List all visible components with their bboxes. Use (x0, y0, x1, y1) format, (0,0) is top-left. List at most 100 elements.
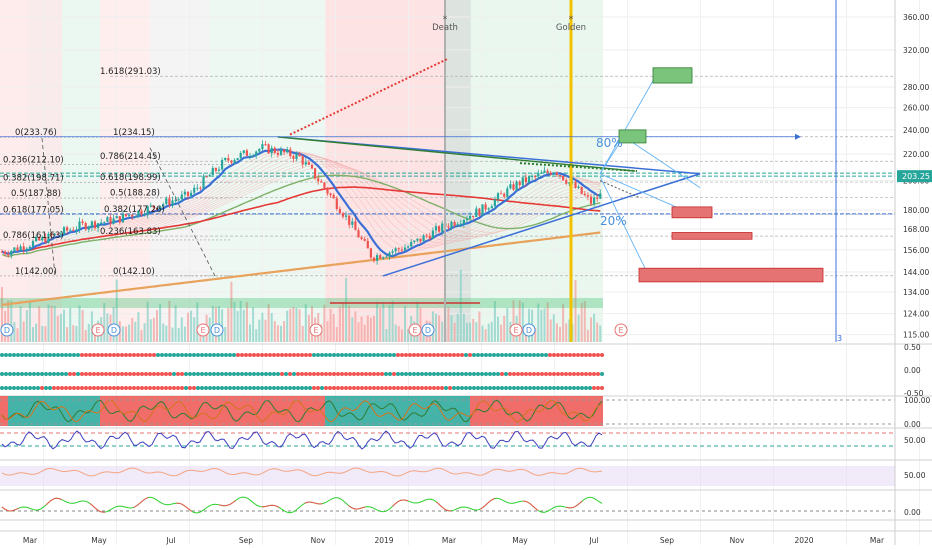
signal-dot (52, 386, 56, 390)
signal-dot (140, 386, 144, 390)
volume-bar (50, 305, 53, 342)
dividend-marker[interactable]: D (210, 323, 224, 337)
candle (279, 146, 283, 157)
candle (93, 219, 97, 231)
signal-dot (124, 353, 128, 357)
signal-dot (240, 372, 244, 376)
signal-dot (532, 353, 536, 357)
signal-dot (68, 353, 72, 357)
candle (177, 197, 180, 203)
volume-bar (44, 326, 47, 342)
signal-dot (520, 386, 524, 390)
signal-dot (284, 386, 288, 390)
signal-dot (232, 353, 236, 357)
signal-dot (444, 372, 448, 376)
signal-dot (160, 353, 164, 357)
price-tick-label: 180.00 (903, 206, 929, 215)
signal-dot (284, 353, 288, 357)
oscillator-tick-label: -0.50 (904, 389, 924, 398)
volume-bar (493, 301, 496, 342)
fib-label-right: 0.5(188.28) (110, 188, 160, 198)
signal-dot (484, 353, 488, 357)
signal-dot (108, 386, 112, 390)
signal-dot (288, 353, 292, 357)
fib-label-right: 0.236(163.83) (100, 227, 161, 237)
earnings-marker[interactable]: E (614, 323, 628, 337)
signal-dot (420, 353, 424, 357)
dividend-marker[interactable]: D (107, 323, 121, 337)
signal-dot (56, 353, 60, 357)
signal-dot (508, 372, 512, 376)
long-target-box[interactable] (652, 67, 693, 84)
earnings-marker[interactable]: E (196, 323, 210, 337)
trend-band (210, 0, 325, 342)
candle (465, 215, 469, 223)
stoch-d (1, 399, 603, 423)
volume-bar (56, 315, 59, 342)
signal-dot (112, 372, 116, 376)
signal-dot (344, 386, 348, 390)
volume-bar (546, 302, 549, 342)
signal-dot (476, 372, 480, 376)
short-target-box[interactable] (671, 206, 713, 219)
signal-dot (400, 372, 404, 376)
earnings-marker[interactable]: E (309, 323, 323, 337)
signal-dot (340, 353, 344, 357)
signal-dot (68, 372, 72, 376)
dividend-marker[interactable]: D (421, 323, 435, 337)
candle (227, 154, 230, 163)
signal-dot (364, 386, 368, 390)
volume-bar (134, 321, 137, 342)
signal-dot (52, 353, 56, 357)
candle (580, 186, 583, 195)
signal-dot (428, 386, 432, 390)
signal-dot (476, 353, 480, 357)
signal-dot (244, 372, 248, 376)
long-target-box[interactable] (618, 129, 647, 144)
volume-bar (292, 306, 295, 342)
earnings-marker[interactable]: E (509, 323, 523, 337)
earnings-marker[interactable]: E (408, 323, 422, 337)
signal-dot (300, 353, 304, 357)
signal-dot (480, 372, 484, 376)
volume-bar (543, 308, 546, 342)
signal-dot (328, 353, 332, 357)
signal-dot (280, 372, 284, 376)
signal-dot (436, 372, 440, 376)
signal-dot (360, 386, 364, 390)
volume-bar (171, 327, 174, 342)
earnings-marker[interactable]: E (91, 323, 105, 337)
signal-dot (360, 353, 364, 357)
volume-bar (66, 327, 69, 342)
signal-dot (536, 386, 540, 390)
dividend-marker[interactable]: D (522, 323, 536, 337)
signal-dot (352, 372, 356, 376)
candle (4, 249, 7, 257)
short-target-box[interactable] (671, 232, 753, 240)
candle (242, 149, 245, 155)
signal-dot (328, 372, 332, 376)
panel4-line (1, 467, 603, 477)
candle (518, 180, 521, 190)
volume-bar (376, 301, 379, 342)
dividend-marker[interactable]: D (0, 323, 14, 337)
candle (217, 166, 221, 172)
ma-blue (1, 148, 601, 258)
signal-dot (552, 353, 556, 357)
fib-label-left: 0(233.76) (15, 128, 57, 138)
signal-dot (272, 372, 276, 376)
volume-bar (298, 309, 301, 342)
volume-bar (447, 306, 450, 342)
scenario-probability: 80% (596, 136, 623, 150)
signal-dot (64, 372, 68, 376)
signal-dot (504, 372, 508, 376)
signal-dot (472, 353, 476, 357)
volume-bar (143, 323, 146, 342)
signal-dot (312, 372, 316, 376)
signal-dot (76, 353, 80, 357)
signal-dot (444, 386, 448, 390)
signal-dot (116, 386, 120, 390)
volume-bar (335, 327, 338, 342)
short-target-box[interactable] (638, 267, 824, 283)
